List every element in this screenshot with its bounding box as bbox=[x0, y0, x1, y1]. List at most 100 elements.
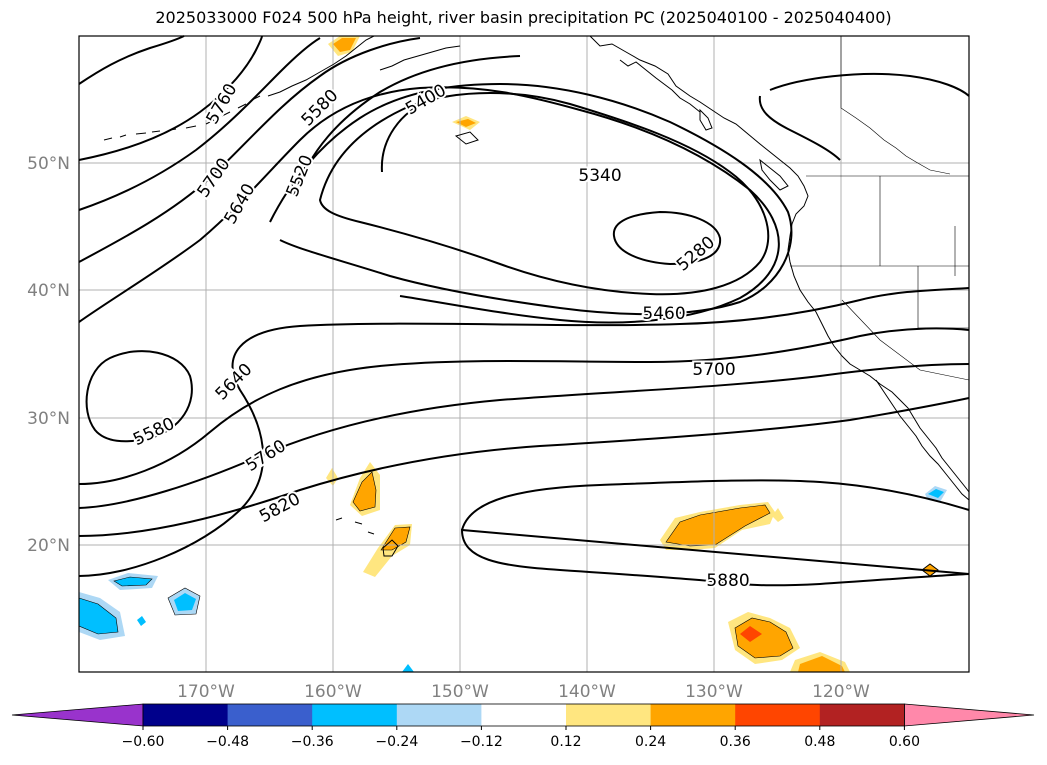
lat-tick-label: 50°N bbox=[27, 154, 70, 174]
alaska-south-coast bbox=[379, 45, 461, 71]
colorbar-tick-label: 0.48 bbox=[804, 734, 835, 750]
contour-5580-low bbox=[85, 350, 193, 443]
contour-5820 bbox=[78, 397, 970, 537]
negative-anomaly-area bbox=[137, 616, 146, 626]
colorbar-tick-label: 0.24 bbox=[635, 734, 666, 750]
lat-tick-label: 40°N bbox=[27, 281, 70, 301]
guadalupe-island bbox=[921, 563, 939, 577]
negative-anomaly-area bbox=[402, 664, 414, 672]
colorbar-tick-label: −0.60 bbox=[122, 734, 165, 750]
colorbar-segment bbox=[227, 704, 313, 726]
positive-anomaly-area bbox=[772, 508, 784, 522]
colorbar-tick-label: −0.48 bbox=[206, 734, 249, 750]
small-island bbox=[454, 131, 479, 145]
colorbar-segment bbox=[312, 704, 398, 726]
colorbar-tick-label: −0.36 bbox=[291, 734, 334, 750]
colorbar-tick-label: 0.36 bbox=[720, 734, 751, 750]
hawaii-big-island bbox=[382, 539, 399, 557]
contour-5640-south bbox=[78, 287, 970, 577]
colorbar-tick-label: −0.12 bbox=[460, 734, 503, 750]
colorbar-segment bbox=[396, 704, 482, 726]
lat-tick-label: 30°N bbox=[27, 409, 70, 429]
precipitation-shading bbox=[79, 36, 947, 672]
contour-5640-east bbox=[758, 95, 841, 161]
lon-tick-label: 120°W bbox=[812, 682, 870, 700]
contour-label: 5760 bbox=[242, 436, 289, 476]
contour-5880 bbox=[460, 479, 970, 587]
axis-labels: 170°W 160°W 150°W 140°W 130°W 120°W 50°N… bbox=[27, 154, 870, 700]
negative-anomaly-area bbox=[79, 598, 118, 634]
graticule bbox=[79, 36, 969, 672]
aleutian-islands bbox=[103, 95, 261, 141]
alaska-canada-border bbox=[840, 36, 951, 175]
height-contours bbox=[78, 35, 970, 587]
contour-5580-north bbox=[78, 37, 421, 263]
colorbar-tick-label: −0.24 bbox=[375, 734, 418, 750]
colorbar-extend-max bbox=[904, 703, 1035, 727]
positive-anomaly-area bbox=[333, 38, 356, 52]
map-frame bbox=[78, 35, 970, 673]
contour-5700-east bbox=[769, 72, 970, 97]
north-america-coast bbox=[589, 35, 970, 493]
negative-anomaly-area bbox=[114, 577, 152, 586]
alaska-peninsula-coast bbox=[267, 35, 375, 97]
positive-anomaly-area bbox=[381, 527, 410, 550]
positive-anomaly-area bbox=[798, 656, 845, 672]
colorbar-segment bbox=[143, 704, 229, 726]
positive-anomaly-area bbox=[353, 472, 376, 511]
lon-tick-label: 160°W bbox=[304, 682, 362, 700]
contour-label: 5700 bbox=[193, 155, 234, 202]
contour-5760 bbox=[78, 363, 970, 509]
alaska-panhandle-islands bbox=[619, 59, 701, 113]
contour-5640-north bbox=[78, 37, 321, 211]
contour-label: 5880 bbox=[706, 571, 749, 591]
lon-tick-label: 130°W bbox=[685, 682, 743, 700]
lon-tick-label: 170°W bbox=[177, 682, 235, 700]
contour-5340 bbox=[318, 92, 770, 296]
positive-anomaly-area bbox=[740, 626, 762, 642]
contour-label: 5640 bbox=[221, 180, 260, 227]
map-title: 2025033000 F024 500 hPa height, river ba… bbox=[155, 8, 892, 27]
vancouver-island bbox=[759, 158, 789, 191]
contour-label: 5340 bbox=[578, 166, 621, 186]
contour-label: 5520 bbox=[283, 152, 318, 200]
contour-label: 5760 bbox=[203, 80, 242, 127]
contour-5760-north bbox=[78, 35, 185, 85]
contour-5280 bbox=[612, 210, 722, 266]
colorbar-segment bbox=[481, 704, 567, 726]
positive-anomaly-area bbox=[326, 468, 338, 486]
colorbar-tick-label: 0.60 bbox=[889, 734, 920, 750]
contour-label: 5580 bbox=[130, 414, 178, 450]
colorbar-segment bbox=[566, 704, 652, 726]
colorbar-tick-label: 0.12 bbox=[550, 734, 581, 750]
lon-tick-label: 150°W bbox=[431, 682, 489, 700]
contour-5700-south bbox=[78, 327, 970, 485]
colorbar-frame bbox=[142, 703, 905, 727]
shading-outlines bbox=[78, 471, 794, 659]
contour-label: 5820 bbox=[256, 489, 304, 527]
us-state-borders bbox=[790, 176, 970, 381]
map-panel: 5760 5700 5640 5580 5520 5400 5340 5280 … bbox=[27, 35, 970, 700]
contour-label: 5640 bbox=[212, 360, 257, 405]
contour-label: 5700 bbox=[692, 360, 735, 380]
contour-label: 5460 bbox=[642, 304, 685, 324]
haida-gwaii bbox=[699, 108, 713, 131]
baja-california-coast bbox=[875, 379, 970, 501]
colorbar-extend-min bbox=[11, 703, 144, 727]
coastlines bbox=[103, 35, 970, 577]
contour-5460 bbox=[78, 86, 780, 324]
contour-5400 bbox=[269, 82, 793, 316]
colorbar-segment bbox=[735, 704, 821, 726]
lon-tick-label: 140°W bbox=[558, 682, 616, 700]
positive-anomaly-area bbox=[666, 505, 770, 546]
contour-5700-north bbox=[78, 35, 263, 161]
contour-label: 5400 bbox=[402, 81, 449, 120]
negative-anomaly-area bbox=[174, 593, 196, 611]
contour-5520 bbox=[293, 55, 521, 197]
lat-tick-label: 20°N bbox=[27, 536, 70, 556]
negative-anomaly-area bbox=[928, 489, 944, 498]
positive-anomaly-area bbox=[456, 119, 476, 127]
colorbar-segment bbox=[819, 704, 905, 726]
hawaii-islands bbox=[335, 517, 375, 535]
colorbar-segment bbox=[650, 704, 736, 726]
